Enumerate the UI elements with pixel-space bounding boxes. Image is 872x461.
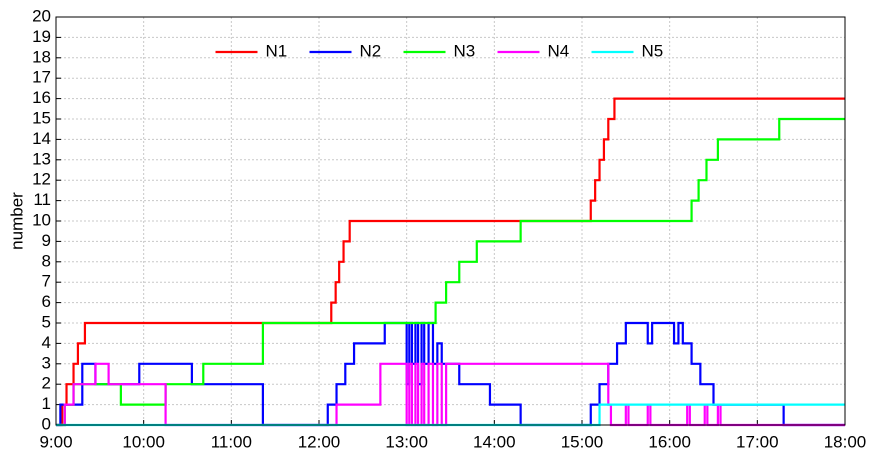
x-tick-label: 15:00 — [561, 432, 604, 451]
x-tick-label: 10:00 — [122, 432, 165, 451]
legend-label: N5 — [642, 41, 664, 60]
x-tick-label: 12:00 — [298, 432, 341, 451]
y-tick-label: 13 — [32, 149, 51, 168]
y-tick-label: 2 — [42, 374, 51, 393]
x-tick-label: 16:00 — [648, 432, 691, 451]
y-tick-label: 19 — [32, 27, 51, 46]
y-tick-label: 8 — [42, 251, 51, 270]
y-tick-label: 7 — [42, 272, 51, 291]
legend-label: N2 — [360, 41, 382, 60]
y-tick-label: 14 — [32, 129, 51, 148]
y-tick-label: 15 — [32, 108, 51, 127]
y-tick-label: 12 — [32, 170, 51, 189]
x-tick-label: 9:00 — [39, 432, 72, 451]
y-tick-label: 17 — [32, 68, 51, 87]
y-tick-label: 6 — [42, 292, 51, 311]
y-tick-label: 11 — [33, 190, 51, 209]
y-tick-label: 0 — [42, 414, 51, 433]
y-tick-label: 9 — [42, 231, 51, 250]
series-line — [56, 117, 845, 427]
y-tick-label: 10 — [32, 210, 51, 229]
legend-label: N4 — [548, 41, 570, 60]
y-axis-label: number — [7, 192, 26, 250]
y-tick-label: 18 — [32, 47, 51, 66]
x-tick-label: 13:00 — [385, 432, 428, 451]
y-tick-label: 4 — [42, 333, 51, 352]
y-tick-label: 1 — [42, 394, 51, 413]
y-tick-label: 20 — [32, 6, 51, 25]
legend-label: N3 — [454, 41, 476, 60]
x-tick-label: 11:00 — [211, 432, 252, 451]
series-line — [56, 97, 845, 427]
legend-label: N1 — [266, 41, 288, 60]
x-tick-label: 17:00 — [736, 432, 779, 451]
y-tick-label: 3 — [42, 353, 51, 372]
y-tick-label: 5 — [42, 312, 51, 331]
plot-frame — [55, 16, 846, 426]
y-tick-label: 16 — [32, 88, 51, 107]
x-tick-label: 14:00 — [473, 432, 516, 451]
x-tick-label: 18:00 — [824, 432, 867, 451]
